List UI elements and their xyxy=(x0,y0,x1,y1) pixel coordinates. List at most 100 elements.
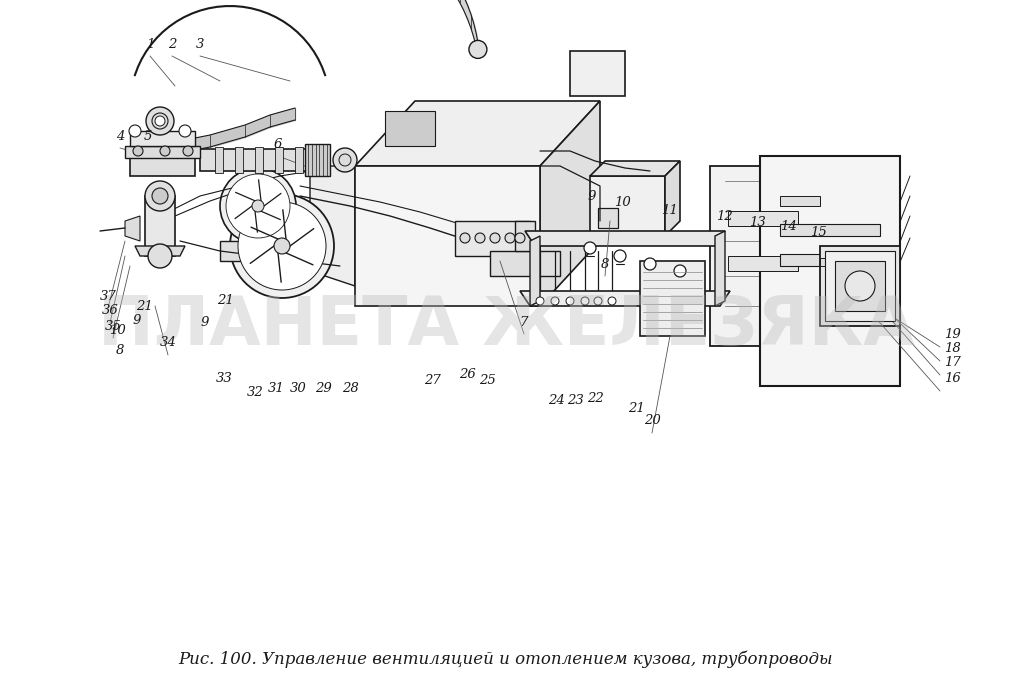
Polygon shape xyxy=(355,101,600,166)
Circle shape xyxy=(238,202,326,290)
Text: Рис. 100. Управление вентиляцией и отоплением кузова, трубопроводы: Рис. 100. Управление вентиляцией и отопл… xyxy=(179,651,832,668)
Polygon shape xyxy=(569,51,625,96)
Circle shape xyxy=(536,297,544,305)
Text: 28: 28 xyxy=(342,381,358,395)
Text: ПЛАНЕТА ЖЕЛЕЗЯКА: ПЛАНЕТА ЖЕЛЕЗЯКА xyxy=(97,293,914,359)
Circle shape xyxy=(179,125,191,137)
Polygon shape xyxy=(134,246,185,256)
Text: 2: 2 xyxy=(168,38,176,51)
Circle shape xyxy=(593,297,602,305)
Polygon shape xyxy=(129,131,195,146)
Circle shape xyxy=(152,188,168,204)
Text: 25: 25 xyxy=(478,374,495,386)
Circle shape xyxy=(183,146,193,156)
Text: 23: 23 xyxy=(566,395,582,407)
Circle shape xyxy=(489,233,499,243)
Polygon shape xyxy=(824,251,894,321)
Bar xyxy=(727,256,798,271)
Bar xyxy=(727,211,798,226)
Polygon shape xyxy=(589,176,664,236)
Circle shape xyxy=(515,233,525,243)
Circle shape xyxy=(844,271,875,301)
Polygon shape xyxy=(200,149,330,171)
Circle shape xyxy=(583,242,595,254)
Polygon shape xyxy=(125,146,200,158)
Polygon shape xyxy=(455,221,530,256)
Polygon shape xyxy=(219,241,260,261)
Circle shape xyxy=(155,116,165,126)
Text: 8: 8 xyxy=(115,344,124,356)
Polygon shape xyxy=(145,196,175,256)
Circle shape xyxy=(148,244,172,268)
Polygon shape xyxy=(715,231,724,306)
Text: 7: 7 xyxy=(520,315,528,329)
Circle shape xyxy=(504,233,515,243)
Bar xyxy=(779,224,880,236)
Polygon shape xyxy=(384,111,435,146)
Bar xyxy=(275,147,283,173)
Circle shape xyxy=(580,297,588,305)
Text: 15: 15 xyxy=(809,226,826,239)
Circle shape xyxy=(132,146,143,156)
Text: 8: 8 xyxy=(601,258,609,271)
Circle shape xyxy=(565,297,573,305)
Text: 19: 19 xyxy=(942,329,959,342)
Polygon shape xyxy=(515,221,535,251)
Circle shape xyxy=(229,194,334,298)
Bar xyxy=(779,254,880,266)
Circle shape xyxy=(145,181,175,211)
Text: 27: 27 xyxy=(424,374,440,386)
Text: 22: 22 xyxy=(586,391,603,404)
Circle shape xyxy=(219,168,295,244)
Text: 32: 32 xyxy=(247,386,263,400)
Polygon shape xyxy=(520,291,729,306)
Polygon shape xyxy=(664,161,679,236)
Text: 21: 21 xyxy=(135,299,153,313)
Circle shape xyxy=(673,265,685,277)
Text: 34: 34 xyxy=(160,336,176,349)
Circle shape xyxy=(614,250,626,262)
Circle shape xyxy=(160,146,170,156)
Text: 10: 10 xyxy=(613,196,630,209)
Polygon shape xyxy=(129,156,195,176)
Polygon shape xyxy=(304,144,330,176)
Polygon shape xyxy=(255,251,314,266)
Text: 31: 31 xyxy=(267,381,284,395)
Polygon shape xyxy=(759,156,899,386)
Text: 24: 24 xyxy=(547,395,564,407)
Text: 4: 4 xyxy=(115,129,124,143)
Polygon shape xyxy=(819,246,899,326)
Bar xyxy=(639,261,705,336)
Text: 26: 26 xyxy=(458,367,475,381)
Bar xyxy=(255,147,263,173)
Polygon shape xyxy=(540,101,600,306)
Bar xyxy=(295,147,302,173)
Circle shape xyxy=(339,154,351,166)
Text: 9: 9 xyxy=(587,189,595,203)
Circle shape xyxy=(608,297,616,305)
Circle shape xyxy=(274,238,290,254)
Polygon shape xyxy=(525,231,724,246)
Circle shape xyxy=(128,125,141,137)
Text: 36: 36 xyxy=(101,305,118,317)
Text: 35: 35 xyxy=(104,319,121,333)
Circle shape xyxy=(225,174,290,238)
Circle shape xyxy=(643,258,655,270)
Circle shape xyxy=(146,107,174,135)
Text: 10: 10 xyxy=(108,324,125,338)
Circle shape xyxy=(152,113,168,129)
Circle shape xyxy=(333,148,357,172)
Text: 14: 14 xyxy=(778,221,796,233)
Text: 33: 33 xyxy=(215,372,233,384)
Text: 18: 18 xyxy=(942,342,959,356)
Bar xyxy=(834,261,885,311)
Text: 9: 9 xyxy=(132,313,142,326)
Bar xyxy=(779,196,819,206)
Text: 3: 3 xyxy=(195,38,204,51)
Text: 9: 9 xyxy=(200,315,209,329)
Circle shape xyxy=(460,233,469,243)
Text: 21: 21 xyxy=(627,402,644,415)
Text: 11: 11 xyxy=(660,203,676,216)
Polygon shape xyxy=(309,166,355,286)
Text: 16: 16 xyxy=(942,372,959,386)
